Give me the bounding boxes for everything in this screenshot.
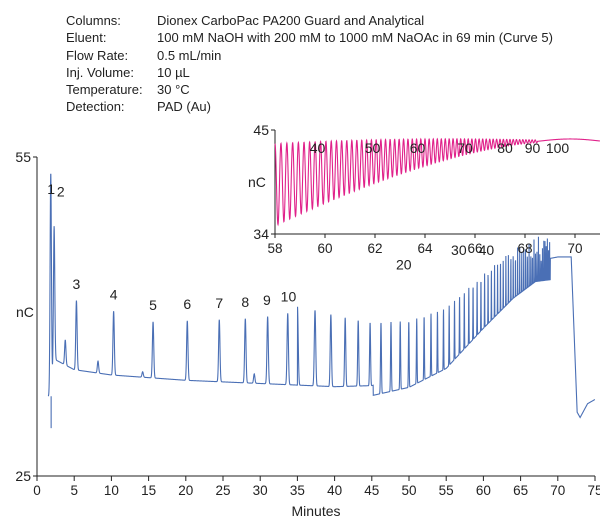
x-tick-label: 35 bbox=[290, 483, 305, 498]
y-axis-title: nC bbox=[16, 304, 34, 320]
condition-row: Columns: Dionex CarboPac PA200 Guard and … bbox=[66, 12, 553, 29]
y-tick-label: 25 bbox=[15, 468, 31, 484]
condition-value: Dionex CarboPac PA200 Guard and Analytic… bbox=[157, 13, 425, 28]
x-tick-label: 60 bbox=[476, 483, 491, 498]
peak-label: 7 bbox=[215, 295, 223, 311]
inset-peak-label: 70 bbox=[457, 140, 473, 156]
inset-x-tick-label: 70 bbox=[567, 241, 582, 256]
inset-x-tick-label: 68 bbox=[517, 241, 532, 256]
peak-label: 2 bbox=[57, 183, 65, 199]
inset-peak-label: 90 bbox=[525, 140, 541, 156]
condition-label: Temperature: bbox=[66, 82, 143, 98]
condition-row: Temperature: 30 °C bbox=[66, 81, 553, 98]
x-tick-label: 25 bbox=[215, 483, 230, 498]
inset-x-tick-label: 64 bbox=[417, 241, 433, 256]
x-tick-label: 75 bbox=[587, 483, 600, 498]
condition-label: Columns: bbox=[66, 13, 121, 28]
x-tick-label: 45 bbox=[364, 483, 379, 498]
x-tick-label: 40 bbox=[327, 483, 342, 498]
condition-value: 100 mM NaOH with 200 mM to 1000 mM NaOAc… bbox=[157, 30, 553, 46]
x-tick-label: 20 bbox=[178, 483, 193, 498]
inset-y-tick-label: 34 bbox=[253, 226, 269, 242]
condition-row: Detection: PAD (Au) bbox=[66, 98, 553, 115]
inset-x-tick-label: 66 bbox=[467, 241, 482, 256]
x-tick-label: 70 bbox=[550, 483, 565, 498]
conditions-block: Columns: Dionex CarboPac PA200 Guard and … bbox=[66, 12, 553, 116]
x-tick-label: 65 bbox=[513, 483, 528, 498]
condition-value: 10 µL bbox=[157, 64, 190, 80]
x-tick-label: 15 bbox=[141, 483, 156, 498]
condition-label: Inj. Volume: bbox=[66, 64, 134, 80]
inset-x-tick-label: 58 bbox=[267, 241, 282, 256]
y-tick-label: 55 bbox=[15, 149, 31, 165]
peak-label: 30 bbox=[451, 242, 467, 258]
x-tick-label: 55 bbox=[439, 483, 454, 498]
x-tick-label: 10 bbox=[104, 483, 119, 498]
condition-value: PAD (Au) bbox=[157, 99, 211, 115]
inset-x-tick-label: 62 bbox=[367, 241, 382, 256]
condition-label: Eluent: bbox=[66, 30, 107, 46]
inset-peak-label: 100 bbox=[546, 140, 570, 156]
condition-value: 30 °C bbox=[157, 82, 190, 98]
peak-label: 1 bbox=[47, 181, 55, 197]
peak-label: 4 bbox=[110, 286, 118, 302]
x-tick-label: 30 bbox=[253, 483, 268, 498]
condition-row: Flow Rate: 0.5 mL/min bbox=[66, 47, 553, 64]
peak-label: 40 bbox=[479, 242, 495, 258]
peak-label: 6 bbox=[183, 296, 191, 312]
x-tick-label: 5 bbox=[70, 483, 78, 498]
peak-label: 8 bbox=[241, 294, 249, 310]
main-trace bbox=[47, 173, 596, 419]
peak-label: 20 bbox=[396, 257, 412, 273]
inset-peak-label: 80 bbox=[497, 140, 513, 156]
inset-peak-label: 60 bbox=[410, 140, 426, 156]
peak-label: 3 bbox=[73, 276, 81, 292]
inset-peak-label: 40 bbox=[310, 140, 326, 156]
condition-label: Flow Rate: bbox=[66, 47, 129, 63]
condition-value: 0.5 mL/min bbox=[157, 47, 222, 63]
peak-label: 9 bbox=[263, 292, 271, 308]
condition-row: Eluent: 100 mM NaOH with 200 mM to 1000 m… bbox=[66, 29, 553, 46]
inset-y-tick-label: 45 bbox=[253, 122, 269, 138]
condition-row: Inj. Volume: 10 µL bbox=[66, 64, 553, 81]
inset-x-tick-label: 60 bbox=[317, 241, 332, 256]
inset-trace bbox=[274, 137, 600, 227]
condition-label: Detection: bbox=[66, 99, 125, 115]
x-tick-label: 0 bbox=[33, 483, 41, 498]
x-tick-label: 50 bbox=[401, 483, 416, 498]
peak-label: 5 bbox=[149, 297, 157, 313]
peak-label: 10 bbox=[281, 289, 297, 305]
inset-y-axis-title: nC bbox=[248, 174, 266, 190]
inset-peak-label: 50 bbox=[365, 140, 381, 156]
x-axis-title: Minutes bbox=[291, 503, 340, 519]
